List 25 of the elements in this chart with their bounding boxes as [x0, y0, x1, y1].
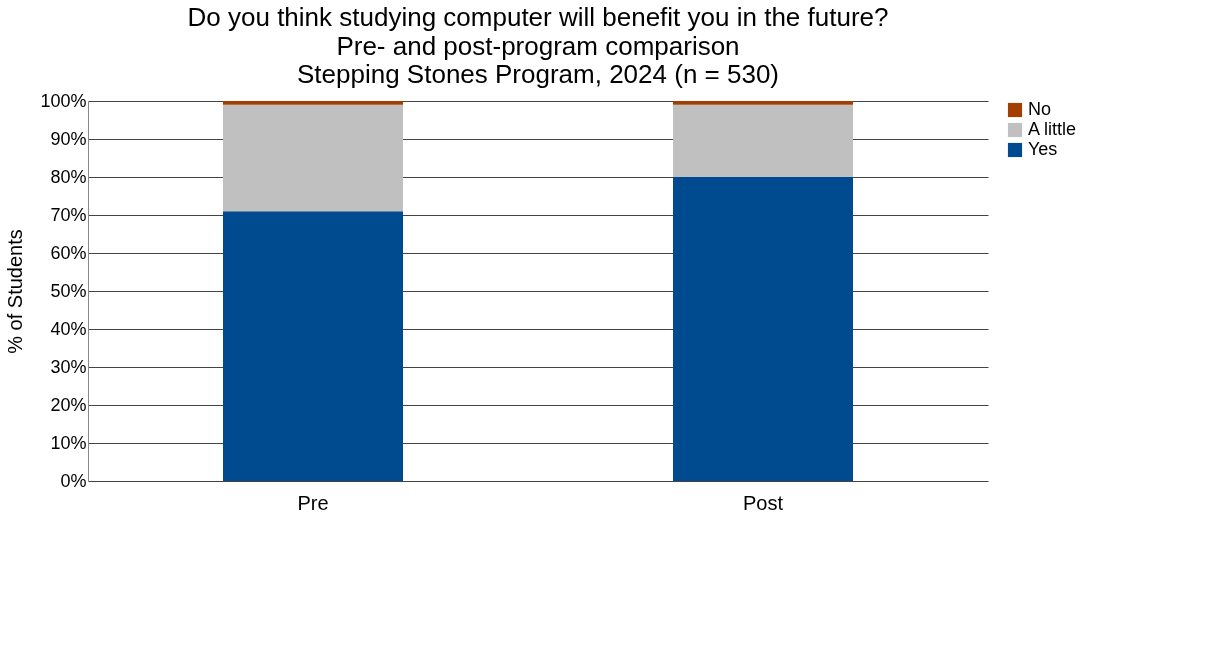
- chart-subtitle: Pre- and post-program comparison Stepping Stones Program, 2024 (n = 530): [296, 31, 780, 89]
- legend-label: Yes: [1028, 139, 1058, 159]
- y-tick-label: 40%: [50, 318, 87, 339]
- y-tick-label: 10%: [50, 432, 87, 453]
- y-tick-label: 30%: [50, 356, 87, 377]
- y-tick-label: 50%: [50, 280, 87, 301]
- chart-title: Do you think studying computer will benefit you in the future?: [187, 2, 889, 32]
- y-tick-label: 80%: [50, 166, 87, 187]
- y-tick-label: 90%: [50, 128, 87, 149]
- y-axis-title: % of Students: [4, 229, 27, 354]
- bar: [673, 104, 853, 177]
- y-tick-label: 20%: [50, 394, 87, 415]
- bar: [673, 101, 853, 105]
- y-tick-label: 60%: [50, 242, 87, 263]
- bar: [673, 177, 853, 481]
- y-tick-label: 0%: [60, 470, 87, 491]
- legend-label: A little: [1028, 119, 1077, 139]
- bar: [223, 101, 403, 105]
- bar: [223, 211, 403, 481]
- legend-label: No: [1028, 99, 1052, 119]
- x-tick-label: Post: [742, 491, 784, 514]
- bar: [223, 104, 403, 212]
- x-tick-label: Pre: [297, 491, 329, 514]
- y-tick-label: 100%: [40, 90, 87, 111]
- y-tick-label: 70%: [50, 204, 87, 225]
